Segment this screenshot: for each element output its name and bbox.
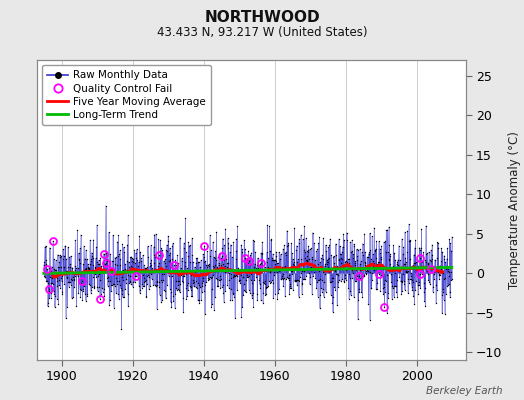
- Text: 43.433 N, 93.217 W (United States): 43.433 N, 93.217 W (United States): [157, 26, 367, 39]
- Text: NORTHWOOD: NORTHWOOD: [204, 10, 320, 25]
- Text: Berkeley Earth: Berkeley Earth: [427, 386, 503, 396]
- Legend: Raw Monthly Data, Quality Control Fail, Five Year Moving Average, Long-Term Tren: Raw Monthly Data, Quality Control Fail, …: [42, 65, 211, 125]
- Y-axis label: Temperature Anomaly (°C): Temperature Anomaly (°C): [508, 131, 521, 289]
